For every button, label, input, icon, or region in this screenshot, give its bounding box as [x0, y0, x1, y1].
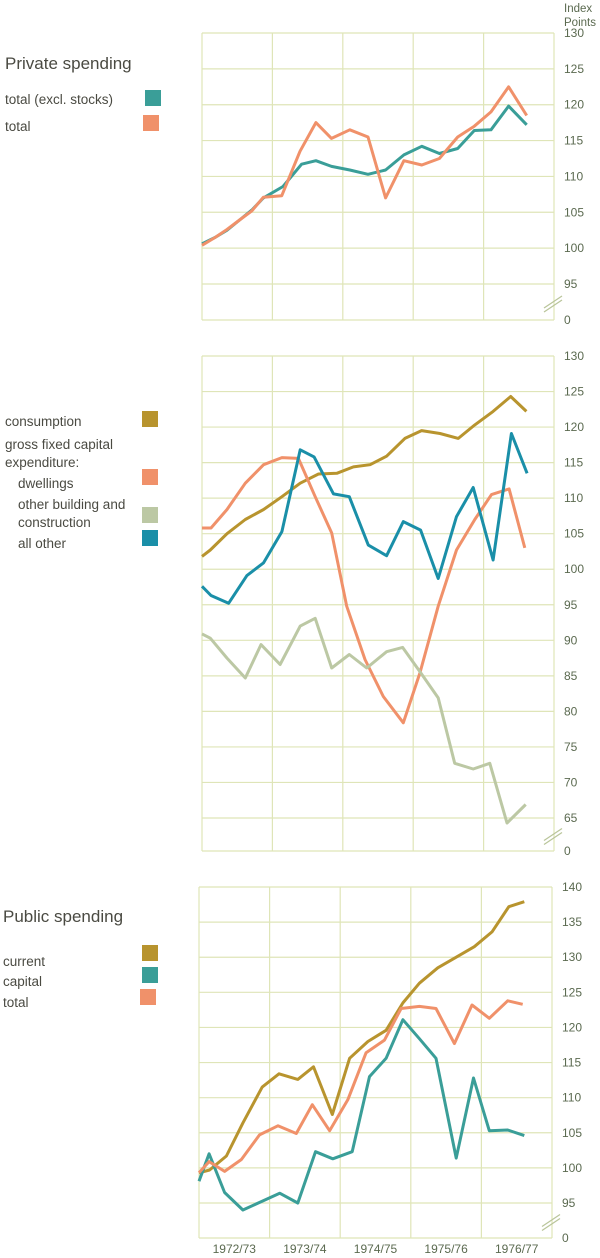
legend-swatch-teal [145, 90, 161, 106]
axis-unit-label-2: Points [564, 17, 596, 29]
legend-label-total-excl-stocks: total (excl. stocks) [5, 92, 113, 107]
y-tick-label: 130 [564, 349, 584, 363]
y-tick-label: 105 [564, 205, 584, 219]
series-line-current [198, 900, 525, 1175]
chart-panel-2: 130 125 120 115 110 105 100 95 90 85 80 75 70 65 0 [200, 349, 584, 858]
y-tick-label: 70 [564, 775, 578, 789]
axis-break-mark [543, 295, 563, 309]
axis-break-mark [543, 828, 563, 841]
y-tick-label: 115 [564, 134, 583, 148]
y-tick-label: 125 [562, 985, 582, 999]
panel-title-private-spending: Private spending [5, 54, 132, 73]
legend-swatch-orange [142, 469, 158, 485]
legend-label-all-other: all other [18, 536, 67, 551]
legend-swatch-teal [142, 967, 158, 983]
series-line-all-other [200, 432, 529, 605]
axis-unit-label-1: Index [564, 3, 592, 15]
y-tick-label: 125 [564, 62, 584, 76]
y-tick-label: 75 [564, 740, 578, 754]
y-tick-label: 0 [562, 1231, 569, 1245]
y-tick-label: 105 [562, 1126, 582, 1140]
legend-label-dwellings: dwellings [18, 476, 74, 491]
y-tick-label: 135 [562, 915, 582, 929]
legend-label-current: current [3, 954, 45, 969]
series-line-total [197, 999, 524, 1174]
y-tick-label: 120 [564, 420, 584, 434]
x-tick-label: 1973/74 [283, 1242, 327, 1256]
y-tick-label: 95 [562, 1196, 576, 1210]
y-tick-label: 105 [564, 527, 584, 541]
axis-break-mark [543, 299, 563, 313]
y-tick-label: 95 [564, 277, 578, 291]
legend-label-total: total [3, 995, 29, 1010]
legend-label-expenditure: expenditure: [5, 455, 79, 470]
legend-label-total: total [5, 119, 31, 134]
y-tick-label: 65 [564, 811, 578, 825]
legend-swatch-sage [142, 507, 158, 523]
chart-panel-1: 130 125 120 115 110 105 100 95 0 [201, 26, 584, 327]
series-line-total [201, 85, 528, 247]
y-tick-label: 120 [564, 98, 584, 112]
y-tick-label: 80 [564, 704, 578, 718]
y-tick-label: 120 [562, 1020, 582, 1034]
panel-title-public-spending: Public spending [3, 907, 123, 926]
y-tick-label: 110 [564, 169, 583, 183]
y-tick-label: 125 [564, 385, 584, 399]
y-tick-label: 110 [562, 1091, 581, 1105]
x-tick-label: 1974/75 [354, 1242, 398, 1256]
y-tick-label: 115 [562, 1056, 581, 1070]
y-tick-label: 130 [564, 26, 584, 40]
x-tick-label: 1975/76 [424, 1242, 468, 1256]
x-tick-label: 1972/73 [213, 1242, 257, 1256]
legend-swatch-orange [140, 989, 156, 1005]
legend-label-other-building: other building and [18, 497, 125, 512]
y-tick-label: 100 [564, 562, 584, 576]
legend-swatch-blue [142, 530, 158, 546]
y-tick-label: 110 [564, 491, 583, 505]
legend-label-capital: capital [3, 974, 42, 989]
legend-label-consumption: consumption [5, 414, 82, 429]
y-tick-label: 95 [564, 598, 578, 612]
legend-swatch-orange [143, 115, 159, 131]
legend-label-gross-fixed-capital: gross fixed capital [5, 437, 113, 452]
legend-swatch-gold [142, 411, 158, 427]
series-line-consumption [201, 395, 528, 558]
x-tick-label: 1976/77 [495, 1242, 539, 1256]
y-tick-label: 0 [564, 313, 571, 327]
series-line-dwellings [202, 456, 527, 725]
series-line-other-building-and-construction [201, 616, 527, 825]
y-tick-label: 140 [562, 880, 582, 894]
y-tick-label: 130 [562, 950, 582, 964]
y-tick-label: 100 [562, 1161, 582, 1175]
axis-break-mark [543, 832, 563, 845]
y-tick-label: 85 [564, 669, 578, 683]
legend-label-construction: construction [18, 515, 91, 530]
y-tick-label: 100 [564, 241, 584, 255]
legend-swatch-gold [142, 945, 158, 961]
chart-panel-3: 140 135 130 125 120 115 110 105 100 95 0 1972/73 197… [197, 880, 582, 1256]
series-line-capital [197, 1018, 525, 1212]
axis-break-mark [541, 1214, 561, 1227]
y-tick-label: 0 [564, 844, 571, 858]
axis-break-mark [541, 1218, 561, 1231]
y-tick-label: 90 [564, 633, 578, 647]
series-line-total-excl-stocks [201, 104, 528, 246]
y-tick-label: 115 [564, 456, 583, 470]
